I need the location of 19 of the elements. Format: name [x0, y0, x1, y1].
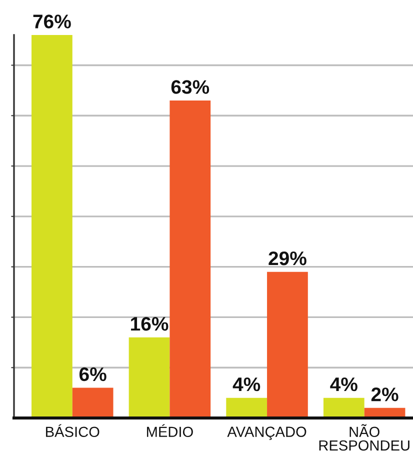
data-label: 4% — [232, 378, 260, 392]
x-tick-label: BÁSICO — [46, 424, 100, 438]
x-tick-label: NÃO RESPONDEU — [319, 424, 410, 451]
bar — [226, 398, 268, 418]
bar — [32, 35, 72, 418]
bar — [128, 337, 170, 418]
data-label: 6% — [79, 367, 106, 382]
data-label: 4% — [330, 378, 358, 392]
bar — [323, 398, 364, 418]
data-label: 16% — [131, 316, 168, 331]
data-label: 76% — [33, 14, 71, 28]
x-tick-label: MÉDIO — [147, 424, 193, 438]
bar — [170, 100, 211, 418]
x-tick-label: AVANÇADO — [227, 426, 306, 440]
bar — [72, 388, 114, 418]
data-label: 2% — [371, 388, 398, 402]
data-label: 29% — [268, 251, 306, 266]
data-label: 63% — [171, 80, 210, 94]
bar — [267, 272, 308, 418]
